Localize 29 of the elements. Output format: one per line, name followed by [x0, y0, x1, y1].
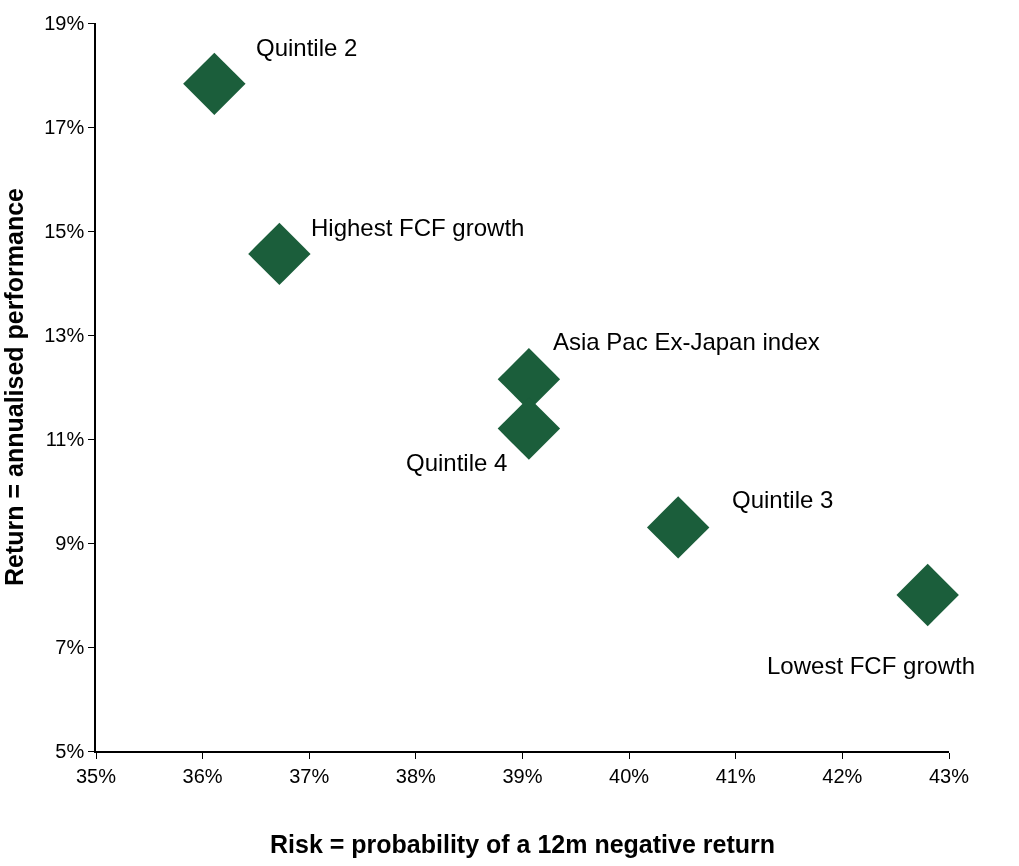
point — [183, 52, 246, 116]
x-tick-label: 41% — [715, 764, 756, 787]
y-tick-label: 13% — [44, 324, 85, 346]
y-axis-title: Return = annualised performance — [0, 187, 28, 587]
x-tick-label: 35% — [75, 764, 117, 787]
point — [248, 222, 311, 286]
y-tick-label: 5% — [55, 740, 85, 762]
x-tick-label: 40% — [609, 764, 650, 787]
point — [646, 496, 710, 559]
annotation: Quintile 2 — [256, 34, 358, 61]
y-tick-label: 19% — [44, 12, 85, 34]
y-tick-label: 9% — [55, 532, 85, 554]
x-tick-label: 38% — [395, 764, 437, 787]
y-tick-label: 15% — [44, 220, 85, 242]
y-tick-label: 7% — [55, 636, 85, 658]
x-axis-title: Risk = probability of a 12m negative return — [269, 830, 776, 859]
annotation: Asia Pac Ex-Japan index — [553, 328, 820, 355]
x-tick-label: 36% — [182, 764, 223, 787]
x-tick-label: 42% — [822, 764, 863, 787]
x-tick-label: 37% — [289, 764, 330, 787]
x-tick-label: 39% — [502, 764, 543, 787]
annotation: Quintile 4 — [406, 449, 508, 476]
annotation: Quintile 3 — [732, 486, 834, 513]
y-tick-label: 17% — [44, 116, 85, 138]
x-tick-label: 43% — [928, 764, 970, 787]
point — [896, 563, 959, 627]
annotation: Lowest FCF growth — [767, 652, 976, 679]
y-tick-label: 11% — [45, 428, 85, 450]
annotation: Highest FCF growth — [311, 214, 525, 241]
